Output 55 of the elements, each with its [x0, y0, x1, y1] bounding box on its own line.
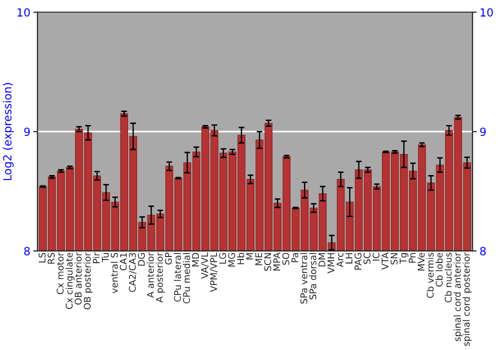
x-tick-label: PAG: [354, 253, 362, 270]
x-tick-label: IC: [372, 252, 380, 261]
x-tick-label: SO: [282, 252, 290, 265]
x-tick-label: SPa ventral: [300, 253, 308, 304]
x-tick-label: VMH: [328, 253, 334, 274]
x-tick-label: Cb vermis: [426, 252, 434, 298]
x-tick-label: A anterior: [146, 252, 154, 298]
x-tick-label: A posterior: [156, 252, 165, 303]
x-tick-label: VA/VL: [201, 252, 209, 279]
x-tick-label: MG: [228, 253, 236, 266]
x-tick-label: LS: [38, 252, 46, 262]
x-tick-label: CA2/CA3: [128, 253, 137, 292]
y-tick-label: 8: [24, 246, 30, 256]
x-tick-label: Tu: [102, 253, 109, 262]
x-tick-label: Pa: [291, 253, 298, 262]
y2-tick-label: 10: [480, 8, 493, 17]
x-tick-label: Cb nucleus: [444, 252, 452, 302]
x-tick-label: Hb: [237, 252, 244, 264]
x-tick-label: ME: [255, 252, 262, 266]
x-tick-label: Tg: [400, 253, 408, 264]
x-tick-label: Pir: [92, 252, 100, 264]
x-tick-label: ventral S: [110, 252, 118, 294]
y-tick-label: 10: [18, 8, 30, 17]
x-tick-label: Cb lobe: [436, 252, 443, 287]
x-tick-label: MD: [192, 252, 199, 266]
x-tick-label: spinal cord posterior: [462, 252, 472, 346]
y2-tick-label: 8: [480, 246, 486, 256]
x-tick-label: LG: [219, 253, 226, 264]
x-tick-label: spinal cord anterior: [454, 252, 462, 342]
x-tick-label: VTA: [382, 252, 388, 270]
x-tick-label: RS: [48, 252, 55, 264]
x-tick-label: Pn: [408, 253, 416, 263]
x-tick-label: DG: [138, 253, 145, 266]
x-tick-label: SC: [364, 252, 370, 264]
x-tick-label: MVe: [418, 252, 425, 271]
y-tick-label: 9: [24, 128, 30, 136]
x-tick-label: CPu medial: [182, 253, 190, 304]
x-tick-label: CA1: [120, 253, 127, 270]
x-tick-label: Cx cingulate: [66, 252, 74, 309]
x-tick-label: SN: [390, 253, 398, 264]
x-tick-label: M: [246, 253, 254, 260]
x-tick-label: VPM/VPL: [210, 252, 218, 292]
x-tick-label: Cx motor: [56, 252, 64, 294]
x-tick-label: LH: [346, 253, 352, 264]
x-tick-label: SCN: [264, 253, 272, 271]
x-tick-label: OB posterior: [84, 252, 92, 310]
x-tick-label: MPA: [273, 252, 280, 271]
x-tick-label: GP: [164, 252, 172, 264]
y-axis-title: Log2 (expression): [2, 83, 14, 180]
y2-tick-label: 9: [480, 128, 486, 136]
x-tick-label: CPu lateral: [174, 253, 181, 302]
x-tick-label: DM: [318, 253, 326, 266]
x-tick-label: SPa dorsal: [309, 253, 316, 300]
x-tick-label: OB anterior: [74, 252, 82, 305]
x-tick-label: Arc: [336, 252, 344, 268]
